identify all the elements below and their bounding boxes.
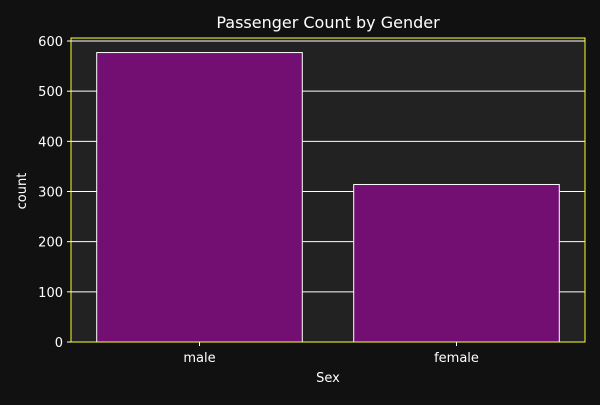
x-axis-ticks: male female bbox=[183, 342, 479, 366]
axes-frame bbox=[70, 37, 586, 343]
bars bbox=[96, 52, 560, 343]
y-axis-ticks: 0 100 200 300 400 500 600 bbox=[38, 35, 71, 351]
y-axis-label: count bbox=[15, 173, 30, 210]
y-tick-label: 100 bbox=[38, 286, 63, 301]
y-tick-label: 400 bbox=[38, 135, 63, 150]
y-tick-label: 600 bbox=[38, 35, 63, 50]
y-tick-label: 500 bbox=[38, 85, 63, 100]
bar-female bbox=[353, 183, 560, 343]
x-axis-label: Sex bbox=[316, 371, 340, 386]
y-tick-label: 200 bbox=[38, 236, 63, 251]
x-tick-label-female: female bbox=[434, 351, 479, 366]
y-tick-label: 300 bbox=[38, 186, 63, 201]
x-tick-label-male: male bbox=[183, 351, 215, 366]
bar-male bbox=[96, 52, 303, 343]
chart-title: Passenger Count by Gender bbox=[216, 13, 440, 32]
y-tick-label: 0 bbox=[55, 336, 63, 351]
